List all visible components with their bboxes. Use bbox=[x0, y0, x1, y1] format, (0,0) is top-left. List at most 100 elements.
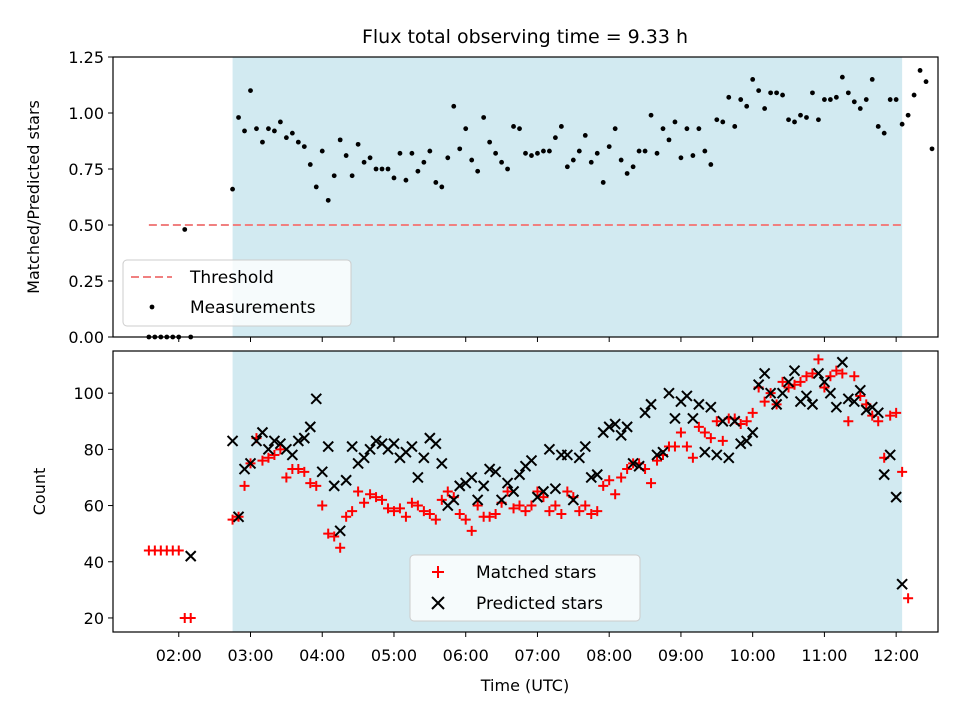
matched-point bbox=[394, 503, 405, 514]
measurement-point bbox=[397, 150, 403, 156]
measurement-point bbox=[236, 115, 241, 120]
predicted-point bbox=[406, 440, 418, 453]
matched-point bbox=[269, 449, 280, 460]
measurement-point bbox=[798, 112, 803, 118]
predicted-point bbox=[585, 471, 597, 484]
measurement-point bbox=[917, 68, 923, 73]
predicted-point bbox=[735, 438, 747, 450]
matched-point bbox=[323, 528, 334, 539]
matched-point bbox=[526, 500, 537, 511]
predicted-point bbox=[824, 387, 837, 399]
measurement-point bbox=[869, 77, 875, 82]
predicted-point bbox=[818, 376, 831, 388]
top-y-axis-label: Matched/Predicted stars bbox=[24, 100, 43, 294]
measurement-point bbox=[505, 166, 510, 172]
matched-point bbox=[622, 464, 633, 475]
predicted-point bbox=[292, 435, 305, 447]
measurement-point bbox=[463, 126, 469, 132]
matched-point bbox=[424, 508, 435, 519]
measurement-point bbox=[612, 126, 618, 132]
predicted-point bbox=[645, 398, 657, 411]
matched-point bbox=[831, 365, 842, 376]
matched-point bbox=[400, 511, 411, 522]
matched-point bbox=[317, 500, 328, 511]
measurement-point bbox=[822, 97, 827, 102]
matched-point bbox=[897, 466, 908, 477]
measurement-point bbox=[523, 150, 528, 156]
measurement-point bbox=[547, 148, 552, 154]
predicted-point bbox=[651, 449, 663, 461]
predicted-point bbox=[860, 404, 872, 416]
matched-point bbox=[580, 500, 591, 511]
x-tick-label: 09:00 bbox=[658, 646, 704, 665]
matched-point bbox=[801, 371, 812, 382]
matched-point bbox=[359, 497, 370, 508]
measurement-point bbox=[582, 133, 588, 138]
x-tick-label: 02:00 bbox=[156, 646, 202, 665]
predicted-point bbox=[322, 440, 334, 453]
predicted-point bbox=[346, 440, 358, 453]
measurement-point bbox=[409, 150, 415, 156]
y-tick-label: 80 bbox=[84, 440, 104, 459]
predicted-point bbox=[621, 421, 633, 433]
predicted-point bbox=[729, 415, 741, 427]
measurement-point bbox=[911, 92, 917, 98]
matched-point bbox=[275, 444, 286, 455]
measurement-point bbox=[367, 155, 373, 161]
measurement-point bbox=[481, 115, 487, 120]
predicted-point bbox=[412, 471, 424, 484]
x-axis-label: Time (UTC) bbox=[480, 676, 569, 695]
measurement-point bbox=[684, 126, 690, 132]
top-axes: 0.00 0.25 0.50 0.75 1.00 1.25 Matched/Predicte… bbox=[24, 48, 939, 347]
matched-point bbox=[741, 416, 752, 427]
predicted-point bbox=[483, 463, 496, 475]
predicted-point bbox=[842, 393, 855, 405]
measurement-point bbox=[487, 139, 493, 145]
legend-matched-label: Matched stars bbox=[476, 563, 596, 583]
matched-point bbox=[532, 486, 543, 497]
predicted-point bbox=[525, 454, 538, 467]
measurement-point bbox=[762, 106, 768, 111]
matched-point bbox=[604, 475, 615, 486]
matched-point bbox=[484, 511, 495, 522]
measurement-point bbox=[630, 164, 636, 170]
predicted-point bbox=[256, 426, 269, 439]
y-tick-label: 1.25 bbox=[68, 48, 104, 67]
measurement-point bbox=[319, 148, 325, 154]
predicted-point bbox=[657, 446, 669, 458]
measurement-point bbox=[774, 90, 779, 96]
matched-point bbox=[335, 542, 346, 553]
measurement-point bbox=[875, 124, 881, 129]
predicted-point bbox=[705, 401, 717, 413]
predicted-point bbox=[633, 460, 645, 472]
matched-point bbox=[311, 480, 322, 491]
measurement-point bbox=[827, 97, 833, 102]
x-tick-label: 12:00 bbox=[873, 646, 919, 665]
matched-point bbox=[681, 441, 692, 452]
predicted-point bbox=[340, 474, 352, 486]
predicted-point bbox=[304, 421, 316, 433]
bottom-frame bbox=[112, 350, 939, 633]
measurement-point bbox=[517, 126, 522, 132]
predicted-point bbox=[711, 449, 723, 461]
y-tick-label: 0.00 bbox=[68, 328, 104, 347]
matched-point bbox=[490, 508, 501, 519]
predicted-point bbox=[723, 452, 735, 464]
measurement-point bbox=[588, 159, 594, 165]
x-tick-label: 06:00 bbox=[443, 646, 489, 665]
matched-point bbox=[442, 486, 453, 497]
bottom-y-axis-label: Count bbox=[30, 468, 49, 516]
matched-point bbox=[293, 464, 304, 475]
measurement-point bbox=[541, 148, 546, 154]
measurement-point bbox=[445, 155, 451, 161]
predicted-point bbox=[764, 387, 777, 399]
y-tick-label: 20 bbox=[84, 609, 104, 628]
legend-predicted-label: Predicted stars bbox=[476, 594, 603, 614]
top-frame bbox=[112, 56, 939, 338]
matched-point bbox=[173, 545, 184, 556]
predicted-point bbox=[418, 452, 430, 464]
x-tick-label: 04:00 bbox=[299, 646, 345, 665]
matched-point bbox=[807, 368, 818, 379]
predicted-point bbox=[776, 387, 789, 399]
matched-point bbox=[777, 376, 788, 387]
